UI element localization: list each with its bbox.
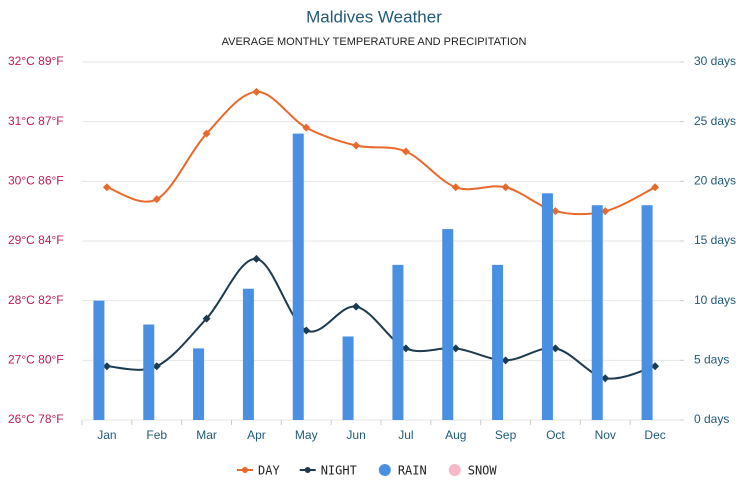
point: [401, 344, 410, 353]
y2-tick-label: 0 days: [694, 412, 729, 426]
point: [501, 356, 510, 365]
bar: [641, 205, 653, 420]
point: [651, 362, 660, 371]
y-tick-label: 27°C 80°F: [8, 353, 64, 367]
chart-title: Maldives Weather: [306, 7, 442, 26]
x-tick-label: Jan: [97, 428, 116, 442]
point: [451, 344, 460, 353]
point: [202, 129, 211, 138]
legend-swatch: [304, 467, 311, 473]
y2-tick-label: 15 days: [694, 233, 736, 247]
x-tick-label: Sep: [495, 428, 517, 442]
point: [252, 254, 261, 263]
legend-label: DAY: [258, 464, 280, 478]
bar: [392, 264, 404, 420]
bar: [193, 348, 205, 420]
x-tick-label: Jun: [346, 428, 365, 442]
bar: [591, 205, 603, 420]
bar: [342, 336, 354, 420]
legend-swatch: [378, 464, 391, 476]
x-tick-label: Nov: [595, 428, 616, 442]
x-tick-label: Apr: [247, 428, 266, 442]
bar: [442, 229, 454, 420]
point: [401, 147, 410, 156]
x-tick-label: Oct: [546, 428, 565, 442]
x-tick-label: Dec: [644, 428, 665, 442]
bar: [242, 288, 254, 420]
chart-subtitle: AVERAGE MONTHLY TEMPERATURE AND PRECIPIT…: [222, 36, 527, 48]
legend-label: RAIN: [398, 464, 427, 478]
point: [551, 207, 560, 216]
bar: [93, 300, 105, 420]
point: [451, 183, 460, 192]
point: [352, 141, 361, 150]
point: [302, 326, 311, 335]
x-tick-label: Mar: [196, 428, 217, 442]
bar: [492, 264, 504, 420]
point: [551, 344, 560, 353]
legend-label: SNOW: [468, 464, 498, 478]
x-tick-label: Jul: [398, 428, 413, 442]
y-tick-label: 29°C 84°F: [8, 233, 64, 247]
y2-tick-label: 20 days: [694, 174, 736, 188]
y-tick-label: 26°C 78°F: [8, 412, 64, 426]
y2-tick-label: 25 days: [694, 114, 736, 128]
x-tick-label: May: [295, 428, 318, 442]
y-tick-label: 32°C 89°F: [8, 54, 64, 68]
x-tick-label: Feb: [146, 428, 167, 442]
point: [102, 362, 111, 371]
point: [152, 362, 161, 371]
point: [601, 374, 610, 383]
bar: [143, 324, 155, 420]
point: [252, 87, 261, 96]
y2-tick-label: 30 days: [694, 54, 736, 68]
line: [106, 90, 656, 216]
point: [202, 314, 211, 323]
point: [501, 183, 510, 192]
y-tick-label: 31°C 87°F: [8, 114, 64, 128]
bar: [541, 193, 553, 420]
point: [352, 302, 361, 311]
point: [102, 183, 111, 192]
bar: [292, 133, 304, 420]
legend-label: NIGHT: [321, 464, 357, 478]
x-tick-label: Aug: [445, 428, 466, 442]
point: [302, 123, 311, 132]
y-tick-label: 28°C 82°F: [8, 293, 64, 307]
y2-tick-label: 10 days: [694, 293, 736, 307]
legend-swatch: [242, 467, 248, 473]
y-tick-label: 30°C 86°F: [8, 174, 64, 188]
point: [651, 183, 660, 192]
legend-swatch: [448, 464, 461, 476]
y2-tick-label: 5 days: [694, 353, 729, 367]
point: [152, 195, 161, 204]
point: [601, 207, 610, 216]
